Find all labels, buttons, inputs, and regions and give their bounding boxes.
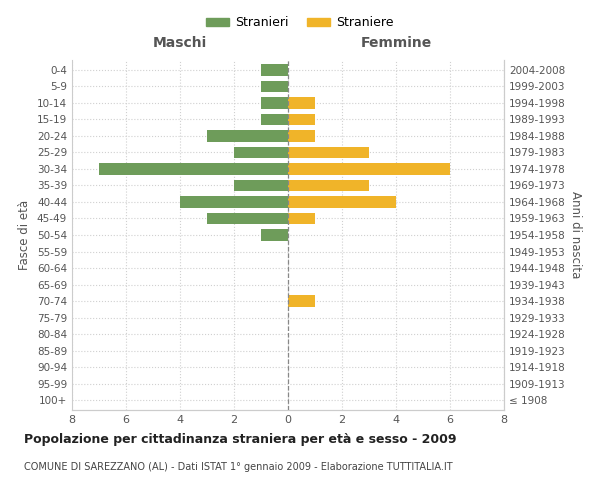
Bar xyxy=(288,296,315,307)
Bar xyxy=(99,163,288,174)
Bar xyxy=(288,163,450,174)
Legend: Stranieri, Straniere: Stranieri, Straniere xyxy=(202,11,398,34)
Bar xyxy=(261,229,288,241)
Text: COMUNE DI SAREZZANO (AL) - Dati ISTAT 1° gennaio 2009 - Elaborazione TUTTITALIA.: COMUNE DI SAREZZANO (AL) - Dati ISTAT 1°… xyxy=(24,462,452,472)
Bar xyxy=(234,180,288,192)
Bar xyxy=(234,146,288,158)
Text: Maschi: Maschi xyxy=(153,36,207,50)
Bar xyxy=(288,146,369,158)
Bar xyxy=(288,180,369,192)
Bar xyxy=(288,196,396,208)
Text: Femmine: Femmine xyxy=(361,36,431,50)
Bar xyxy=(261,64,288,76)
Bar xyxy=(288,114,315,125)
Bar xyxy=(261,80,288,92)
Bar xyxy=(288,97,315,108)
Bar xyxy=(180,196,288,208)
Y-axis label: Fasce di età: Fasce di età xyxy=(19,200,31,270)
Bar xyxy=(261,114,288,125)
Bar xyxy=(207,212,288,224)
Bar xyxy=(288,130,315,141)
Bar xyxy=(207,130,288,141)
Bar xyxy=(261,97,288,108)
Bar xyxy=(288,212,315,224)
Y-axis label: Anni di nascita: Anni di nascita xyxy=(569,192,582,278)
Text: Popolazione per cittadinanza straniera per età e sesso - 2009: Popolazione per cittadinanza straniera p… xyxy=(24,432,457,446)
